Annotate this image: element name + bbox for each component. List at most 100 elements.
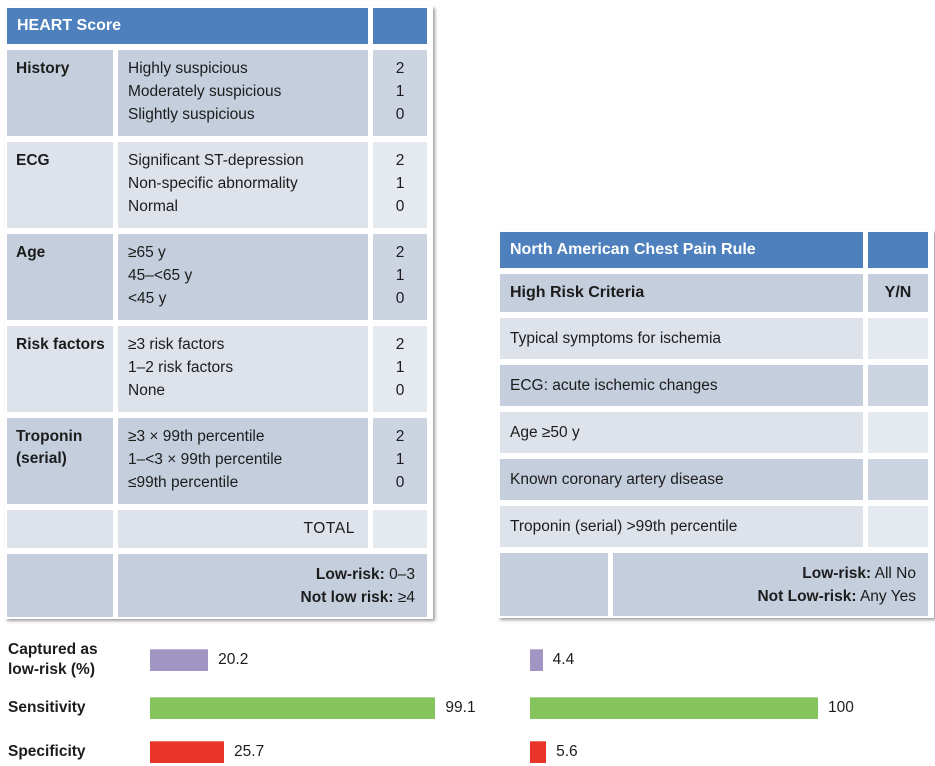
heart-row-points: 2 1 0 xyxy=(373,418,427,504)
point-value: 0 xyxy=(395,290,405,307)
point-value: 2 xyxy=(395,244,405,261)
nacpr-not-low-risk-line: Not Low-risk: Any Yes xyxy=(757,585,916,608)
specificity-bar xyxy=(530,741,547,763)
nacpr-rows: Typical symptoms for ischemia ECG: acute … xyxy=(500,318,932,547)
option-text: ≥3 risk factors xyxy=(128,336,225,353)
option-text: Moderately suspicious xyxy=(128,83,282,100)
yn-answer-cell xyxy=(868,506,928,547)
chart-metric-label-line: low-risk (%) xyxy=(8,661,95,678)
criterion-text: Troponin (serial) >99th percentile xyxy=(500,506,863,547)
bar-value: 99.1 xyxy=(445,699,476,716)
nacpr-row-known-coronary-artery-disease: Known coronary artery disease xyxy=(500,459,932,500)
captured-as-low-risk-bar xyxy=(150,649,209,671)
heart-risk-legend: Low-risk: 0–3 Not low risk: ≥4 xyxy=(118,554,427,617)
point-value: 0 xyxy=(395,106,405,123)
option-text: <45 y xyxy=(128,290,167,307)
heart-table-title: HEART Score xyxy=(7,8,368,44)
chart-row-specificity: Specificity 25.7 5.6 xyxy=(0,738,935,766)
not-low-risk-value: ≥4 xyxy=(393,588,415,606)
option-text: Non-specific abnormality xyxy=(128,175,298,192)
heart-row-history: History Highly suspicious Moderately suspi… xyxy=(7,50,431,136)
heart-row-points: 2 1 0 xyxy=(373,326,427,412)
yn-header: Y/N xyxy=(868,274,928,312)
option-text: Significant ST-depression xyxy=(128,152,304,169)
heart-row-label: ECG xyxy=(7,142,113,228)
point-value: 2 xyxy=(395,336,405,353)
nacpr-footer-row: Low-risk: All No Not Low-risk: Any Yes xyxy=(500,553,932,616)
option-text: 45–<65 y xyxy=(128,267,193,284)
option-text: ≤99th percentile xyxy=(128,474,239,491)
nacpr-low-risk-line: Low-risk: All No xyxy=(802,562,916,585)
heart-row-options: Significant ST-depression Non-specific ab… xyxy=(118,142,368,228)
low-risk-value: All No xyxy=(871,564,916,582)
chart-metric-label-line: Sensitivity xyxy=(8,699,86,716)
heart-not-low-risk-line: Not low risk: ≥4 xyxy=(301,586,415,609)
option-text: Highly suspicious xyxy=(128,60,248,77)
low-risk-label: Low-risk: xyxy=(802,564,872,582)
point-value: 1 xyxy=(395,267,405,284)
heart-rows: History Highly suspicious Moderately suspi… xyxy=(7,50,431,504)
heart-row-label: History xyxy=(7,50,113,136)
chart-metric-label: Captured as low-risk (%) xyxy=(8,640,146,680)
heart-footer-row: Low-risk: 0–3 Not low risk: ≥4 xyxy=(7,554,431,617)
point-value: 1 xyxy=(395,175,405,192)
option-text: 1–2 risk factors xyxy=(128,359,234,376)
yn-answer-cell xyxy=(868,459,928,500)
heart-row-points: 2 1 0 xyxy=(373,142,427,228)
heart-score-table: HEART Score History Highly suspicious Mode… xyxy=(5,6,433,619)
heart-row-age: Age ≥65 y 45–<65 y <45 y 2 1 0 xyxy=(7,234,431,320)
heart-total-spacer-cell xyxy=(7,510,113,548)
heart-row-options: Highly suspicious Moderately suspicious Sl… xyxy=(118,50,368,136)
chart-metric-label-line: Captured as xyxy=(8,641,98,658)
captured-as-low-risk-bar xyxy=(530,649,543,671)
bar-group-north-american-chest-pain-rule: 100 xyxy=(530,697,854,719)
option-text: Normal xyxy=(128,198,178,215)
heart-row-options: ≥3 risk factors 1–2 risk factors None xyxy=(118,326,368,412)
chart-metric-label: Sensitivity xyxy=(8,698,146,718)
low-risk-label: Low-risk: xyxy=(315,565,385,583)
heart-row-points: 2 1 0 xyxy=(373,50,427,136)
heart-row-options: ≥65 y 45–<65 y <45 y xyxy=(118,234,368,320)
yn-answer-cell xyxy=(868,318,928,359)
yn-answer-cell xyxy=(868,365,928,406)
bar-value: 100 xyxy=(828,699,854,716)
option-text: 1–<3 × 99th percentile xyxy=(128,451,283,468)
heart-footer-spacer-cell xyxy=(7,554,113,617)
point-value: 2 xyxy=(395,428,405,445)
bar-group-heart-score: 20.2 xyxy=(150,649,248,671)
nacpr-risk-legend: Low-risk: All No Not Low-risk: Any Yes xyxy=(613,553,928,616)
option-text: ≥65 y xyxy=(128,244,166,261)
heart-row-risk-factors: Risk factors ≥3 risk factors 1–2 risk fact… xyxy=(7,326,431,412)
heart-total-score-cell xyxy=(373,510,427,548)
option-text: Slightly suspicious xyxy=(128,106,255,123)
nacpr-footer-spacer-cell xyxy=(500,553,608,616)
heart-row-troponin-serial: Troponin (serial) ≥3 × 99th percentile 1–<… xyxy=(7,418,431,504)
heart-row-label: Age xyxy=(7,234,113,320)
specificity-bar xyxy=(150,741,225,763)
nacpr-table: North American Chest Pain Rule High Risk… xyxy=(498,230,934,618)
heart-row-label: Risk factors xyxy=(7,326,113,412)
bar-group-heart-score: 99.1 xyxy=(150,697,476,719)
bar-value: 4.4 xyxy=(552,651,575,668)
heart-total-row: TOTAL xyxy=(7,510,431,548)
criterion-text: ECG: acute ischemic changes xyxy=(500,365,863,406)
not-low-risk-value: Any Yes xyxy=(856,587,916,605)
point-value: 0 xyxy=(395,382,405,399)
point-value: 0 xyxy=(395,198,405,215)
bar-value: 25.7 xyxy=(234,743,265,760)
heart-row-points: 2 1 0 xyxy=(373,234,427,320)
bar-value: 5.6 xyxy=(556,743,578,760)
option-text: None xyxy=(128,382,166,399)
nacpr-row-age-50-y: Age ≥50 y xyxy=(500,412,932,453)
nacpr-header-row: North American Chest Pain Rule xyxy=(500,232,932,268)
not-low-risk-label: Not low risk: xyxy=(300,588,394,606)
nacpr-row-ecg-acute-ischemic-changes: ECG: acute ischemic changes xyxy=(500,365,932,406)
nacpr-row-troponin-serial-99th-percentile: Troponin (serial) >99th percentile xyxy=(500,506,932,547)
bar-value: 20.2 xyxy=(218,651,249,668)
point-value: 2 xyxy=(395,152,405,169)
criterion-text: Typical symptoms for ischemia xyxy=(500,318,863,359)
sensitivity-bar xyxy=(530,697,818,719)
heart-row-options: ≥3 × 99th percentile 1–<3 × 99th percenti… xyxy=(118,418,368,504)
point-value: 0 xyxy=(395,474,405,491)
nacpr-criteria-header-row: High Risk Criteria Y/N xyxy=(500,274,932,312)
